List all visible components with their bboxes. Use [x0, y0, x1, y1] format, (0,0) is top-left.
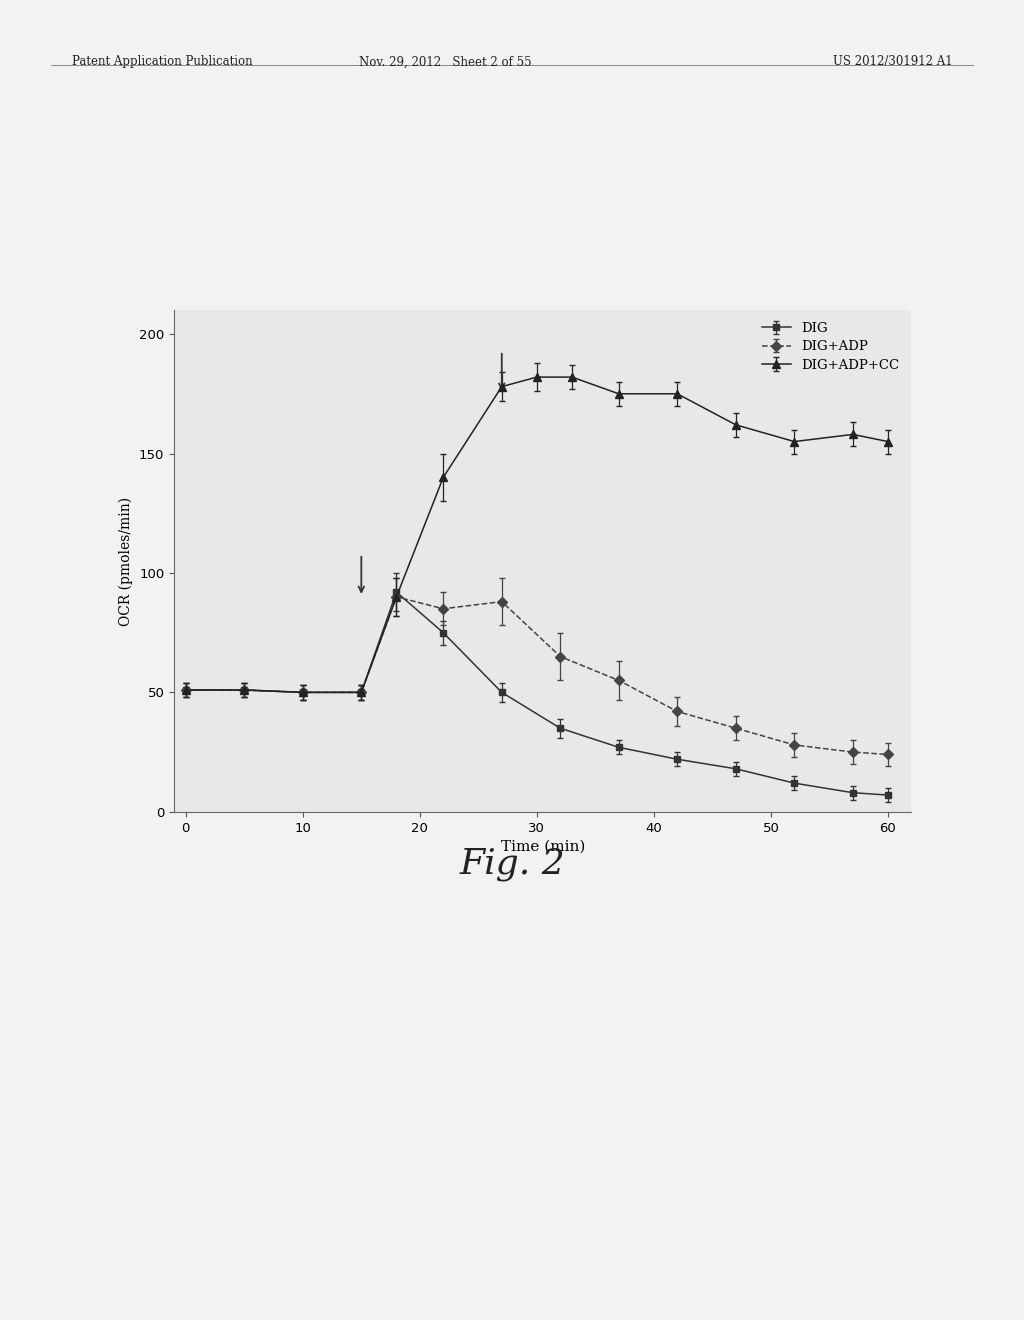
- Text: Fig. 2: Fig. 2: [459, 847, 565, 882]
- Text: Patent Application Publication: Patent Application Publication: [72, 55, 252, 69]
- Text: US 2012/301912 A1: US 2012/301912 A1: [833, 55, 952, 69]
- X-axis label: Time (min): Time (min): [501, 840, 585, 854]
- Legend: DIG, DIG+ADP, DIG+ADP+CC: DIG, DIG+ADP, DIG+ADP+CC: [757, 317, 905, 378]
- Y-axis label: OCR (pmoles/min): OCR (pmoles/min): [119, 496, 133, 626]
- Text: Nov. 29, 2012   Sheet 2 of 55: Nov. 29, 2012 Sheet 2 of 55: [359, 55, 531, 69]
